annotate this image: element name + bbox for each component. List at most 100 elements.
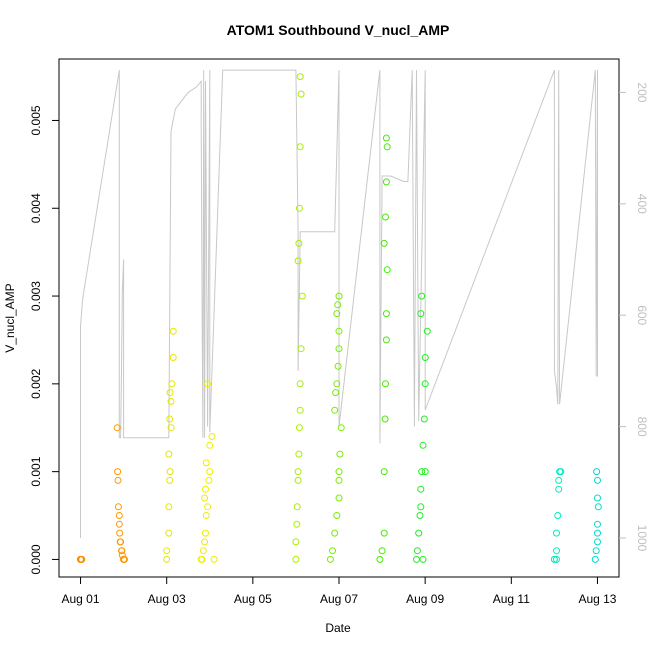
data-point <box>382 213 389 221</box>
data-point <box>296 73 304 81</box>
data-point <box>167 397 175 405</box>
data-point <box>206 468 214 476</box>
y2-tick-label: 800 <box>635 417 649 437</box>
data-point <box>413 547 421 555</box>
data-point <box>295 450 303 458</box>
data-point <box>383 266 391 274</box>
data-point <box>201 538 209 546</box>
data-point <box>294 476 302 484</box>
data-point <box>417 310 425 318</box>
data-point <box>295 239 303 247</box>
data-point <box>417 503 425 511</box>
data-point <box>78 555 86 563</box>
data-point <box>421 380 429 388</box>
data-point <box>167 424 175 432</box>
data-point <box>335 327 343 335</box>
data-point <box>295 204 303 212</box>
data-point <box>115 512 123 519</box>
data-point <box>333 310 341 318</box>
data-point <box>114 468 122 476</box>
data-point <box>380 239 388 247</box>
data-point <box>165 450 173 458</box>
data-point <box>115 520 123 528</box>
data-point <box>331 529 339 537</box>
data-point <box>419 441 427 449</box>
data-point <box>376 555 384 563</box>
data-point <box>202 459 210 467</box>
data-point <box>382 134 390 142</box>
data-point <box>550 555 558 563</box>
data-point <box>293 503 301 511</box>
data-point <box>382 380 389 388</box>
y-axis: 0.000 0.001 0.002 0.003 0.004 0.005 <box>29 105 59 574</box>
y-tick-label: 0.003 <box>29 281 43 311</box>
data-point <box>336 450 344 458</box>
data-point <box>554 512 562 519</box>
data-point <box>557 468 565 476</box>
data-point <box>166 415 174 423</box>
data-point <box>296 143 304 151</box>
data-point <box>118 547 126 555</box>
data-point <box>113 424 121 432</box>
data-point <box>166 468 174 476</box>
data-point <box>415 529 423 537</box>
data-point <box>594 476 601 484</box>
data-point <box>205 476 213 484</box>
x-tick-label: Aug 07 <box>320 592 358 606</box>
data-point <box>201 494 209 502</box>
data-point <box>296 406 304 414</box>
y-tick-label: 0.002 <box>29 369 43 399</box>
data-point <box>292 555 300 563</box>
data-point <box>418 292 426 300</box>
data-point <box>329 547 336 555</box>
data-point <box>169 354 177 361</box>
data-point <box>199 547 207 555</box>
data-point <box>298 292 306 300</box>
x-axis-label: Date <box>325 621 351 635</box>
data-point <box>166 389 174 397</box>
data-point <box>165 503 173 511</box>
data-point <box>593 468 601 476</box>
chart-title: ATOM1 Southbound V_nucl_AMP <box>227 22 450 38</box>
data-point <box>121 555 128 563</box>
data-point <box>423 327 431 335</box>
data-point <box>163 555 171 563</box>
y-tick-label: 0.001 <box>29 456 43 486</box>
data-point <box>383 143 391 151</box>
data-point <box>382 178 390 186</box>
data-point <box>116 529 124 537</box>
data-point <box>198 555 206 563</box>
data-point <box>413 555 420 563</box>
data-point <box>202 512 210 519</box>
data-point <box>421 468 429 476</box>
depth-line <box>80 69 598 538</box>
x-tick-label: Aug 05 <box>234 592 272 606</box>
data-point <box>417 485 425 493</box>
data-point <box>206 441 214 449</box>
data-point <box>202 485 209 493</box>
data-point <box>594 538 601 546</box>
data-point <box>553 555 560 563</box>
data-point <box>419 555 427 563</box>
data-point <box>297 345 305 353</box>
data-point <box>378 547 386 555</box>
x-tick-label: Aug 11 <box>493 592 530 606</box>
data-point <box>204 503 212 511</box>
data-point <box>168 380 176 388</box>
data-point <box>416 512 424 519</box>
data-point <box>555 485 563 493</box>
x-tick-label: Aug 01 <box>62 592 100 606</box>
data-point <box>594 503 602 511</box>
x-tick-label: Aug 03 <box>148 592 186 606</box>
data-point <box>335 468 343 476</box>
data-point <box>335 494 343 502</box>
y-tick-label: 0.004 <box>29 193 43 223</box>
scatter-points <box>77 73 602 563</box>
y2-tick-label: 200 <box>635 82 649 102</box>
data-point <box>292 538 300 546</box>
data-point <box>208 433 216 440</box>
x-axis: Aug 01 Aug 03 Aug 05 Aug 07 Aug 09 Aug 11 Aug … <box>62 576 617 606</box>
data-point <box>381 415 389 423</box>
data-point <box>594 494 601 502</box>
